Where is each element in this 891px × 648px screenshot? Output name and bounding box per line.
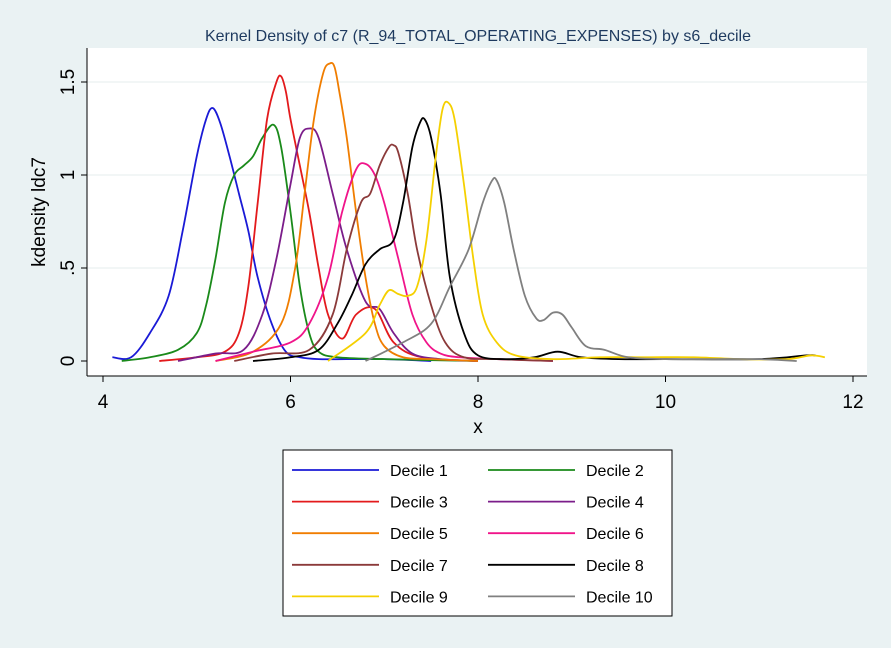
axes <box>86 48 867 377</box>
series-line-decile-3 <box>159 74 479 362</box>
y-axis-label: kdensity ldc7 <box>29 157 50 267</box>
chart-title: Kernel Density of c7 (R_94_TOTAL_OPERATI… <box>205 28 751 45</box>
legend-label-9: Decile 9 <box>390 589 448 606</box>
series-line-decile-9 <box>327 100 826 362</box>
x-tick-label-3: 10 <box>655 392 676 413</box>
grid-lines <box>87 81 867 269</box>
x-axis-label: x <box>473 417 483 438</box>
series-lines <box>112 62 826 362</box>
series-line-decile-10 <box>365 176 797 362</box>
series-line-decile-5 <box>215 62 479 362</box>
series-line-decile-7 <box>234 143 554 362</box>
legend-label-3: Decile 3 <box>390 495 448 512</box>
series-line-decile-2 <box>121 123 479 362</box>
series-line-decile-4 <box>177 127 479 362</box>
legend-entries: Decile 1 Decile 2 Decile 3 Decile 4 Decile 5… <box>292 463 653 606</box>
x-ticks: 4 6 8 10 12 <box>98 376 864 413</box>
y-tick-label-1: .5 <box>58 260 79 276</box>
x-tick-label-0: 4 <box>98 392 109 413</box>
x-tick-label-2: 8 <box>473 392 484 413</box>
y-tick-label-3: 1.5 <box>58 69 79 95</box>
legend-label-5: Decile 5 <box>390 526 448 543</box>
legend-label-2: Decile 2 <box>586 463 644 480</box>
legend-label-10: Decile 10 <box>586 589 653 606</box>
series-line-decile-1 <box>112 107 432 362</box>
legend: Decile 1 Decile 2 Decile 3 Decile 4 Decile 5… <box>282 449 673 617</box>
legend-box <box>282 449 673 617</box>
legend-label-6: Decile 6 <box>586 526 644 543</box>
legend-label-7: Decile 7 <box>390 558 448 575</box>
legend-label-8: Decile 8 <box>586 558 644 575</box>
x-tick-label-4: 12 <box>842 392 863 413</box>
y-tick-label-0: 0 <box>58 356 79 367</box>
legend-label-4: Decile 4 <box>586 495 644 512</box>
y-tick-label-2: 1 <box>58 170 79 181</box>
y-ticks: 0 .5 1 1.5 <box>58 69 87 367</box>
series-line-decile-8 <box>252 117 816 362</box>
x-tick-label-1: 6 <box>285 392 296 413</box>
series-line-decile-6 <box>215 162 554 362</box>
legend-label-1: Decile 1 <box>390 463 448 480</box>
plot-area <box>87 48 867 376</box>
